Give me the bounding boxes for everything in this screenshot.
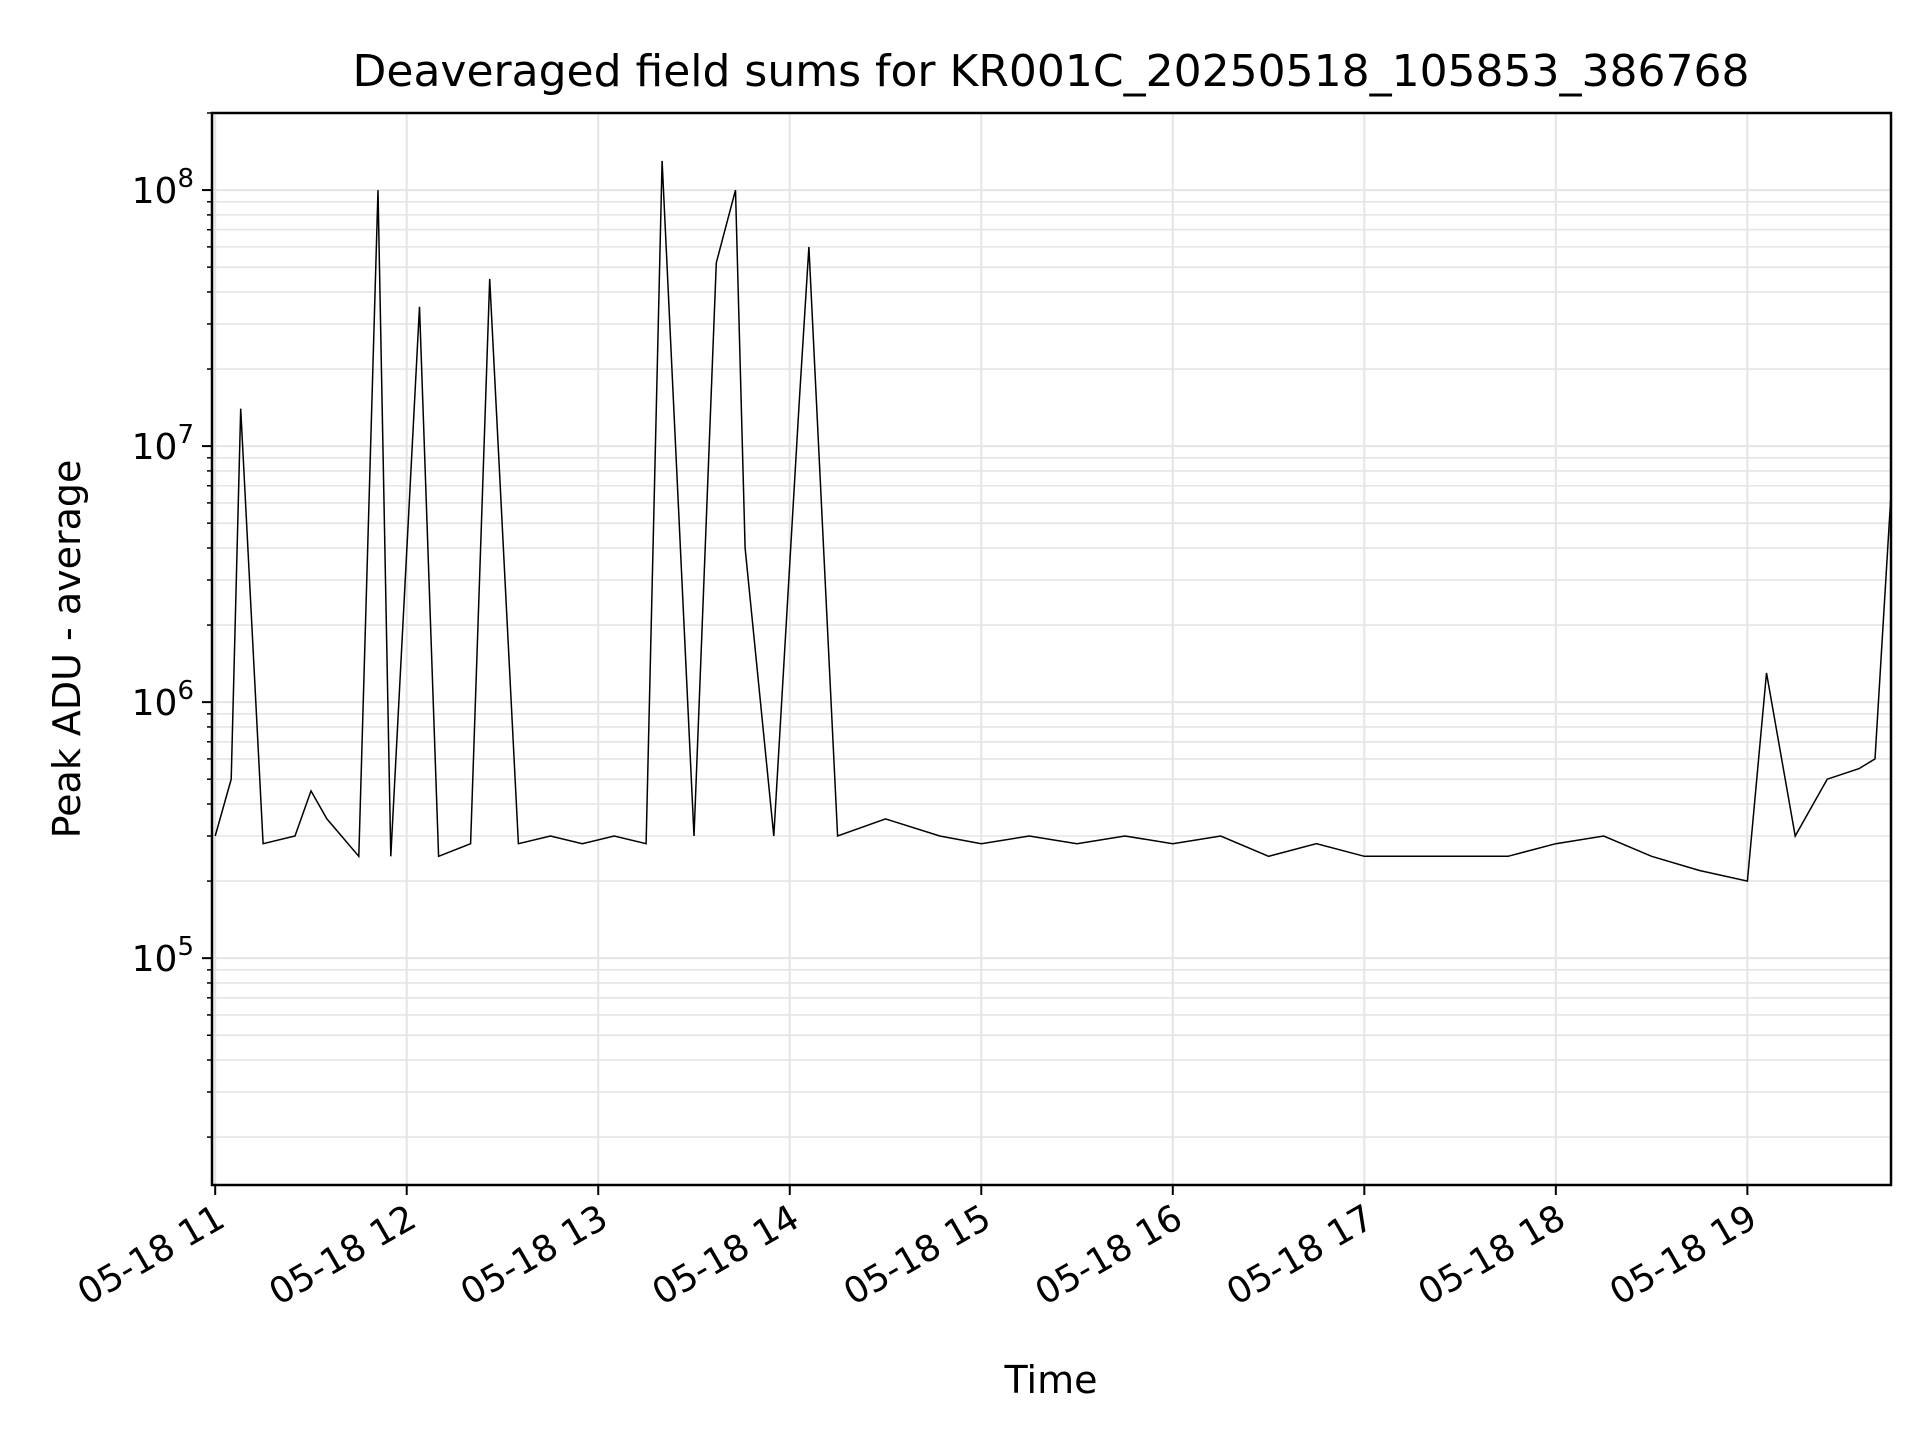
series-layer <box>214 160 1892 883</box>
y-tick-base: 10 <box>132 939 178 980</box>
x-axis-label: Time <box>1004 1358 1098 1402</box>
y-tick-label: 108 <box>132 164 194 212</box>
y-tick-base: 10 <box>132 427 178 468</box>
chart-title: Deaveraged field sums for KR001C_2025051… <box>353 46 1750 97</box>
plot-frame <box>210 111 1893 1187</box>
ticks <box>202 112 1749 1195</box>
y-tick-label: 106 <box>132 676 194 724</box>
grid <box>212 112 1891 1185</box>
y-tick-label: 107 <box>132 420 194 468</box>
y-tick-label: 105 <box>132 932 194 980</box>
y-tick-exponent: 5 <box>177 932 194 962</box>
y-tick-base: 10 <box>132 683 178 724</box>
y-tick-exponent: 8 <box>177 164 194 194</box>
y-tick-exponent: 7 <box>177 420 194 450</box>
y-axis-label: Peak ADU - average <box>45 460 89 839</box>
y-tick-exponent: 6 <box>177 676 194 706</box>
series-line <box>214 160 1892 883</box>
y-tick-base: 10 <box>132 171 178 212</box>
